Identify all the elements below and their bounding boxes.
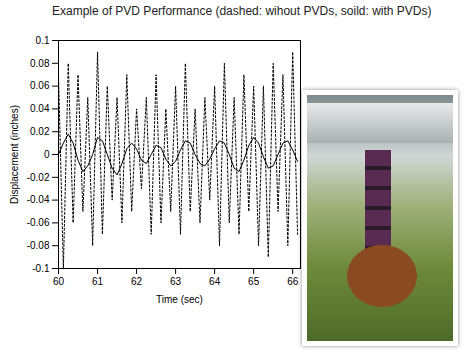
svg-text:0: 0	[44, 149, 50, 160]
svg-text:61: 61	[92, 276, 104, 287]
svg-text:62: 62	[131, 276, 143, 287]
svg-text:-0.1: -0.1	[32, 263, 50, 274]
svg-text:0.02: 0.02	[30, 126, 50, 137]
svg-text:65: 65	[248, 276, 260, 287]
svg-text:0.1: 0.1	[36, 35, 50, 46]
svg-text:0.06: 0.06	[30, 80, 50, 91]
svg-text:0.04: 0.04	[30, 103, 50, 114]
svg-text:63: 63	[170, 276, 182, 287]
svg-text:-0.08: -0.08	[27, 240, 50, 251]
svg-text:60: 60	[53, 276, 65, 287]
svg-text:0.08: 0.08	[30, 58, 50, 69]
svg-text:Displacement (inches): Displacement (inches)	[9, 105, 20, 204]
html-text:Example of PVD Performance (da: Example of PVD Performance (dashed: wiho…	[52, 4, 432, 18]
svg-text:66: 66	[287, 276, 299, 287]
svg-text:-0.06: -0.06	[27, 217, 50, 228]
svg-text:-0.02: -0.02	[27, 172, 50, 183]
svg-text:Time (sec): Time (sec)	[156, 294, 203, 305]
svg-text:64: 64	[209, 276, 221, 287]
svg-text:-0.04: -0.04	[27, 194, 50, 205]
